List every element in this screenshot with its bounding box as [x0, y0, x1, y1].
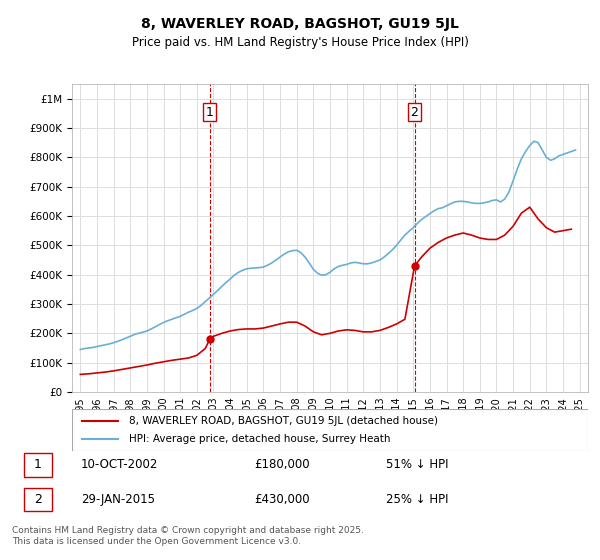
Text: 2: 2 — [34, 493, 42, 506]
Text: HPI: Average price, detached house, Surrey Heath: HPI: Average price, detached house, Surr… — [129, 434, 390, 444]
Text: Price paid vs. HM Land Registry's House Price Index (HPI): Price paid vs. HM Land Registry's House … — [131, 36, 469, 49]
Text: 2: 2 — [410, 105, 418, 119]
Text: 10-OCT-2002: 10-OCT-2002 — [81, 459, 158, 472]
Text: £180,000: £180,000 — [254, 459, 310, 472]
FancyBboxPatch shape — [72, 409, 588, 451]
Text: 25% ↓ HPI: 25% ↓ HPI — [386, 493, 449, 506]
FancyBboxPatch shape — [23, 488, 52, 511]
Text: Contains HM Land Registry data © Crown copyright and database right 2025.
This d: Contains HM Land Registry data © Crown c… — [12, 526, 364, 546]
Text: 1: 1 — [34, 459, 42, 472]
Text: 8, WAVERLEY ROAD, BAGSHOT, GU19 5JL: 8, WAVERLEY ROAD, BAGSHOT, GU19 5JL — [141, 17, 459, 31]
Text: 1: 1 — [206, 105, 214, 119]
Text: £430,000: £430,000 — [254, 493, 310, 506]
Text: 29-JAN-2015: 29-JAN-2015 — [81, 493, 155, 506]
Text: 51% ↓ HPI: 51% ↓ HPI — [386, 459, 449, 472]
FancyBboxPatch shape — [23, 454, 52, 477]
Text: 8, WAVERLEY ROAD, BAGSHOT, GU19 5JL (detached house): 8, WAVERLEY ROAD, BAGSHOT, GU19 5JL (det… — [129, 416, 438, 426]
